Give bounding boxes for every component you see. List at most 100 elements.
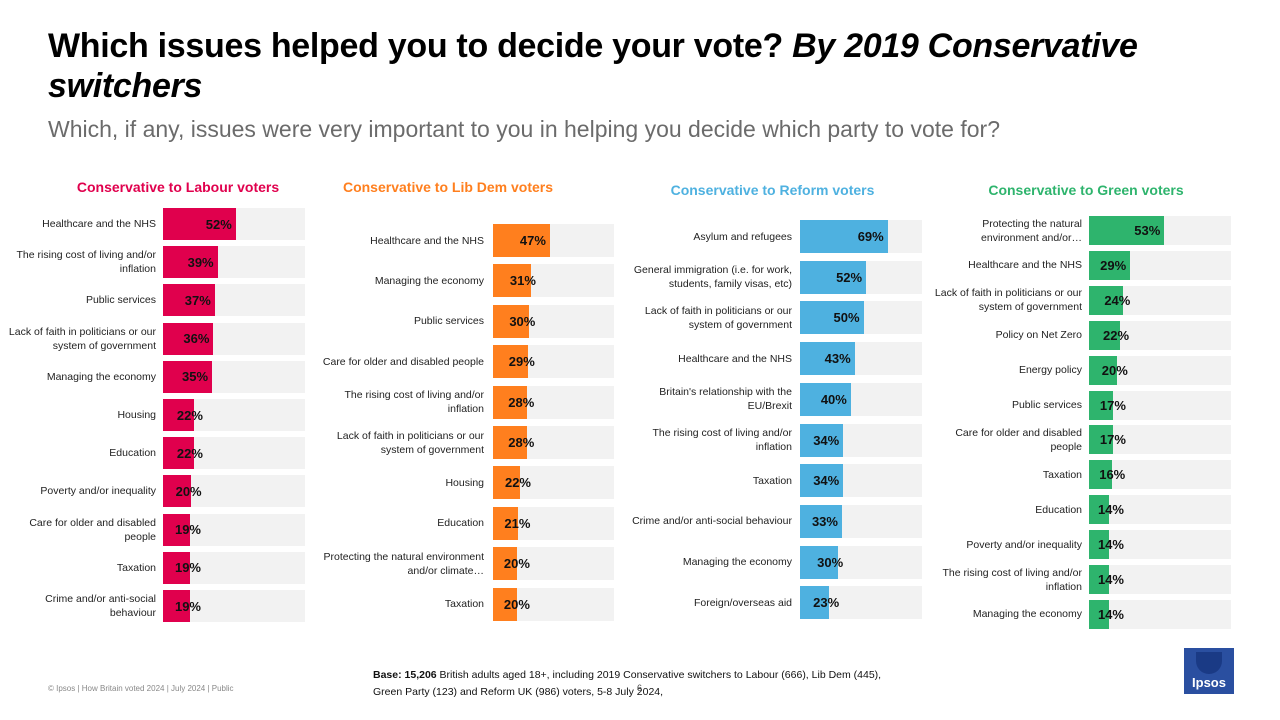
title-main: Which issues helped you to decide your v… <box>48 27 793 65</box>
category-label-text: Asylum and refugees <box>693 230 792 243</box>
value-label: 22% <box>176 407 203 423</box>
value-label: 17% <box>1099 397 1126 413</box>
bar-track: 30% <box>800 545 922 579</box>
category-label-text: Managing the economy <box>374 274 484 287</box>
bar-track: 19% <box>163 513 305 546</box>
value-label: 33% <box>811 513 838 529</box>
bar-track: 34% <box>800 423 922 457</box>
category-label-text: Protecting the natural environment and/o… <box>323 550 484 577</box>
value-label: 22% <box>176 445 203 461</box>
base-note: Base: 15,206 British adults aged 18+, in… <box>373 667 913 701</box>
value-label: 52% <box>205 216 232 232</box>
bar-track: 22% <box>163 399 305 431</box>
category-label-text: General immigration (i.e. for work, stud… <box>633 264 792 291</box>
chart-title: Conservative to Labour voters <box>76 179 280 195</box>
bar-track: 35% <box>163 360 305 393</box>
bar <box>163 513 190 546</box>
bar <box>1089 216 1165 245</box>
bar <box>1089 250 1131 280</box>
page-number: 6 <box>637 683 643 693</box>
bar-track: 47% <box>493 224 614 257</box>
page-subtitle: Which, if any, issues were very importan… <box>48 116 1000 142</box>
category-label: Taxation <box>4 552 156 584</box>
bar-track: 24% <box>1089 285 1231 315</box>
category-label-text: Lack of faith in politicians or our syst… <box>8 325 156 352</box>
category-label-text: Education <box>437 517 484 530</box>
category-label-text: Crime and/or anti-social behaviour <box>632 515 792 528</box>
value-label: 50% <box>833 310 860 326</box>
bar <box>1089 460 1112 490</box>
value-label: 14% <box>1097 572 1124 587</box>
category-label: The rising cost of living and/or inflati… <box>312 386 484 419</box>
value-label: 20% <box>1101 362 1128 378</box>
bar-track: 17% <box>1089 425 1231 455</box>
category-label: Asylum and refugees <box>618 220 792 253</box>
bar-track: 37% <box>163 284 305 317</box>
category-label: Healthcare and the NHS <box>312 224 484 257</box>
category-label-text: Managing the economy <box>972 608 1082 621</box>
bar <box>493 345 529 379</box>
value-label: 29% <box>1100 257 1127 273</box>
bar-track: 52% <box>163 208 305 240</box>
bar-track: 14% <box>1089 530 1231 560</box>
value-label: 22% <box>1103 327 1130 343</box>
bar-track: 14% <box>1089 565 1231 594</box>
bar <box>493 547 518 581</box>
category-label-text: Care for older and disabled people <box>322 355 484 368</box>
bar <box>1089 320 1121 350</box>
bar <box>1089 425 1114 455</box>
bar <box>163 437 194 470</box>
bar-track: 19% <box>163 590 305 622</box>
bar <box>493 466 520 500</box>
category-label: Education <box>928 495 1082 524</box>
bar <box>1089 565 1109 594</box>
logo-text: Ipsos <box>1192 675 1226 690</box>
bar-track: 69% <box>800 220 922 253</box>
category-label-text: Managing the economy <box>46 370 156 383</box>
chart-title: Conservative to Lib Dem voters <box>342 179 554 195</box>
category-label-text: Education <box>109 447 156 460</box>
value-label: 17% <box>1099 432 1126 448</box>
category-label-text: Energy policy <box>1018 364 1082 377</box>
value-label: 52% <box>836 269 863 285</box>
bar <box>800 423 844 457</box>
bar <box>493 385 527 419</box>
category-label-text: Care for older and disabled people <box>955 426 1082 453</box>
category-label-text: Taxation <box>1042 468 1082 481</box>
bar-track: 28% <box>493 385 614 419</box>
bar <box>493 587 518 621</box>
bar <box>800 504 842 538</box>
category-label: Protecting the natural environment and/o… <box>312 547 484 580</box>
category-label: Foreign/overseas aid <box>618 586 792 619</box>
category-label: Housing <box>312 466 484 499</box>
category-label-text: Lack of faith in politicians or our syst… <box>644 304 792 331</box>
category-label: The rising cost of living and/or inflati… <box>618 424 792 457</box>
bar-track: 52% <box>800 260 922 294</box>
value-label: 30% <box>817 554 844 570</box>
bar <box>800 382 851 416</box>
bar-track: 29% <box>493 345 614 379</box>
value-label: 35% <box>182 369 209 385</box>
category-label: Lack of faith in politicians or our syst… <box>4 323 156 355</box>
category-label-text: Housing <box>117 409 156 421</box>
bar <box>493 224 550 257</box>
bar <box>493 264 531 298</box>
category-label: Public services <box>928 391 1082 420</box>
bar-track: 20% <box>163 475 305 508</box>
bar <box>163 475 191 508</box>
value-label: 22% <box>504 475 531 491</box>
category-label-text: Managing the economy <box>682 556 792 569</box>
value-label: 34% <box>813 473 840 489</box>
bar-track: 23% <box>800 586 922 620</box>
category-label: Managing the economy <box>618 546 792 579</box>
bar <box>800 545 839 579</box>
category-label-text: Public services <box>1011 399 1082 411</box>
category-label: Managing the economy <box>4 361 156 393</box>
category-label-text: Protecting the natural environment and/o… <box>981 217 1082 244</box>
category-label-text: Education <box>1035 503 1082 516</box>
category-label-text: Healthcare and the NHS <box>678 352 792 365</box>
bar-track: 30% <box>493 304 614 338</box>
bar <box>493 304 530 338</box>
bar-track: 29% <box>1089 250 1231 280</box>
value-label: 14% <box>1097 502 1124 518</box>
